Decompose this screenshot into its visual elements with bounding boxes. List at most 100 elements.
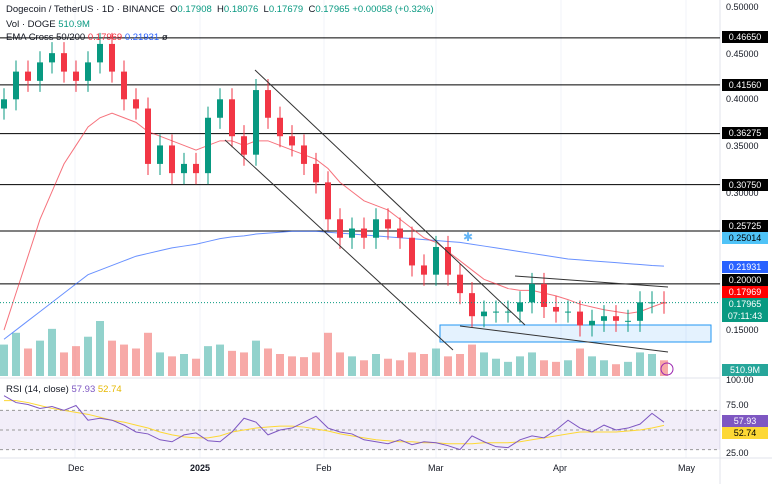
volume-bar xyxy=(576,348,584,376)
volume-bar xyxy=(456,354,464,376)
candle-body xyxy=(229,99,235,137)
volume-bar xyxy=(24,348,32,376)
volume-bar xyxy=(156,352,164,376)
candle-body xyxy=(493,311,499,313)
candle-body xyxy=(337,219,343,238)
volume-bar xyxy=(360,360,368,376)
volume-tag: 510.9M xyxy=(722,364,768,376)
low-label: L xyxy=(263,4,269,15)
candle-body xyxy=(613,316,619,321)
rsi-ma-value: 52.74 xyxy=(97,384,122,395)
volume-bar xyxy=(312,352,320,376)
volume-value: 510.9M xyxy=(58,19,90,30)
rsi-tick: 25.00 xyxy=(726,448,749,458)
volume-bar xyxy=(600,360,608,376)
volume-bar xyxy=(96,321,104,376)
candle-body xyxy=(37,62,43,81)
trend-line xyxy=(224,139,454,351)
volume-bar xyxy=(72,346,80,376)
candle-body xyxy=(409,237,415,266)
volume-bar xyxy=(636,352,644,376)
volume-bar xyxy=(516,356,524,376)
trend-line xyxy=(459,325,669,353)
rsi-value: 57.93 xyxy=(71,384,96,395)
alert-icon xyxy=(660,362,674,376)
open-value: 0.17908 xyxy=(177,4,212,15)
candle-body xyxy=(217,99,223,118)
support-zone xyxy=(439,324,712,343)
y-tick: 0.15000 xyxy=(726,325,759,335)
hidden-icon[interactable]: ø xyxy=(161,32,168,43)
volume-bar xyxy=(216,344,224,376)
x-tick: 2025 xyxy=(190,463,211,473)
level-tag: 0.25725 xyxy=(722,220,768,232)
volume-bar xyxy=(252,340,260,376)
candle-body xyxy=(157,145,163,164)
candle-body xyxy=(481,311,487,317)
level-tag: 0.20000 xyxy=(722,274,768,286)
rsi-line xyxy=(3,395,665,451)
volume-bar xyxy=(552,361,560,376)
volume-bar xyxy=(588,356,596,376)
volume-bar xyxy=(564,360,572,376)
candle-body xyxy=(637,302,643,321)
volume-bar xyxy=(276,354,284,376)
candle-body xyxy=(385,219,391,229)
volume-bar xyxy=(468,344,476,376)
volume-bar xyxy=(348,356,356,376)
candle-body xyxy=(85,62,91,81)
y-tick: 0.30000 xyxy=(726,188,759,198)
candle-body xyxy=(517,302,523,312)
volume-bar xyxy=(132,348,140,376)
volume-bar xyxy=(192,358,200,376)
volume-bar xyxy=(12,332,20,376)
open-label: O xyxy=(170,4,178,15)
candle-body xyxy=(61,53,67,72)
volume-bar xyxy=(444,356,452,376)
volume-bar xyxy=(660,360,668,376)
candle-body xyxy=(589,320,595,326)
level-tag: 0.36275 xyxy=(722,127,768,139)
volume-bar xyxy=(48,328,56,376)
volume-bar xyxy=(84,336,92,376)
rsi-legend[interactable]: RSI (14, close) 57.93 52.74 xyxy=(6,384,122,395)
volume-bar xyxy=(432,348,440,376)
volume-bar xyxy=(372,354,380,376)
candle-body xyxy=(349,228,355,238)
candle-body xyxy=(169,145,175,174)
volume-bar xyxy=(0,344,8,376)
volume-legend[interactable]: Vol · DOGE 510.9M xyxy=(6,19,90,30)
ema200-value: 0.21931 xyxy=(124,32,160,43)
candle-body xyxy=(97,43,103,63)
volume-bar xyxy=(492,358,500,376)
candle-body xyxy=(1,99,7,109)
y-tick: 0.40000 xyxy=(726,94,759,104)
candle-body xyxy=(253,90,259,155)
rsi-tick: 75.00 xyxy=(726,400,749,410)
candle-body xyxy=(13,71,19,100)
trend-line xyxy=(514,275,669,288)
low-value: 0.17679 xyxy=(268,4,304,15)
close-value: 0.17965 xyxy=(315,4,350,15)
symbol-legend: Dogecoin / TetherUS · 1D · BINANCE O0.17… xyxy=(6,4,434,15)
ema-legend[interactable]: EMA Cross 50/200 0.17969 0.21931 ø xyxy=(6,32,168,43)
ema50-tag: 0.17969 xyxy=(722,286,768,298)
candle-body xyxy=(145,108,151,164)
ema200-tag-secondary: 0.25014 xyxy=(722,232,768,244)
volume-bar xyxy=(204,346,212,376)
candle-body xyxy=(433,246,439,275)
volume-bar xyxy=(144,332,152,376)
rsi-label: RSI (14, close) xyxy=(6,384,69,395)
y-tick: 0.45000 xyxy=(726,49,759,59)
candle-body xyxy=(109,43,115,72)
candle-body xyxy=(301,145,307,164)
candle-body xyxy=(49,53,55,63)
volume-bar xyxy=(480,352,488,376)
y-tick: 0.50000 xyxy=(726,2,759,12)
last-price: 0.17965 xyxy=(728,299,762,309)
ema200-tag: 0.21931 xyxy=(722,261,768,273)
candle-countdown: 07:11:43 xyxy=(727,311,763,321)
candle-body xyxy=(625,320,631,322)
volume-bar xyxy=(504,361,512,376)
